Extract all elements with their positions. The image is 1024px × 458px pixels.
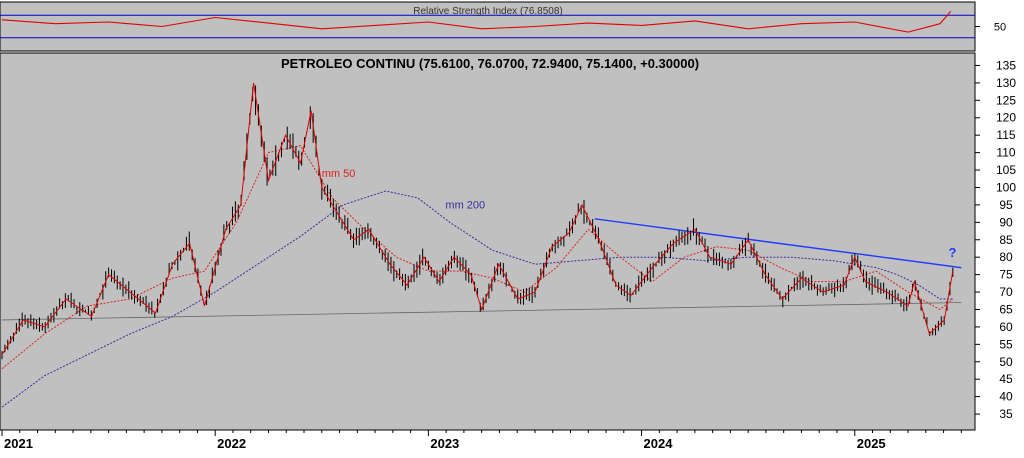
rsi-line-layer (1, 11, 952, 33)
y-tick-label: 50 (999, 355, 1013, 369)
mm50-line (1, 145, 954, 370)
main-panel (0, 52, 976, 431)
x-tick-label-2022: 2022 (217, 436, 246, 451)
x-tick-label-2021: 2021 (4, 436, 33, 451)
trendline-layer (1, 218, 962, 321)
annotation-mm50: mm 50 (322, 168, 356, 180)
y-tick-label: 65 (999, 302, 1013, 316)
x-tick-label-2025: 2025 (857, 436, 886, 451)
x-tick-label-2024: 2024 (644, 436, 674, 451)
rsi-tick-label-50: 50 (994, 22, 1006, 34)
y-tick-label: 130 (996, 76, 1016, 90)
rsi-line (1, 11, 952, 33)
x-tick-label-2023: 2023 (430, 436, 459, 451)
rsi-title: Relative Strength Index (76.8508) (413, 6, 563, 17)
y-tick-label: 60 (999, 320, 1013, 334)
main-title: PETROLEO CONTINU (75.6100, 76.0700, 72.9… (281, 56, 699, 71)
y-tick-label: 85 (999, 233, 1013, 247)
y-tick-label: 75 (999, 268, 1013, 282)
y-tick-label: 95 (999, 198, 1013, 212)
y-tick-label: 110 (996, 146, 1015, 160)
annotation-layer: mm 50 mm 200? (322, 168, 957, 260)
y-tick-label: 90 (999, 215, 1013, 229)
price-y-axis: 35 40 45 50 55 60 65 70 75 80 85 90 95 100 105 110 115 12… (975, 58, 1016, 421)
price-line (1, 82, 954, 356)
trendline-resistance (594, 218, 962, 269)
moving-average-layer (1, 145, 954, 408)
y-tick-label: 45 (999, 372, 1013, 386)
y-tick-label: 35 (999, 407, 1013, 421)
y-tick-label: 125 (996, 93, 1016, 107)
rsi-y-axis: 50 (975, 22, 1006, 34)
trendline-support (1, 302, 962, 321)
mm200-line (1, 190, 953, 408)
y-tick-label: 135 (996, 58, 1016, 72)
y-tick-label: 105 (996, 163, 1016, 177)
y-tick-label: 120 (996, 111, 1016, 125)
time-x-axis: 2021 2022 2023 2024 2025 (1, 430, 962, 451)
rsi-reference-lines (0, 14, 975, 39)
y-tick-label: 70 (999, 285, 1013, 299)
y-tick-label: 115 (996, 128, 1015, 142)
y-tick-label: 80 (999, 250, 1013, 264)
annotation-mm200: mm 200 (445, 199, 485, 211)
y-tick-label: 40 (999, 390, 1013, 404)
y-tick-label: 100 (996, 180, 1016, 194)
price-line-layer (1, 82, 954, 356)
question-mark-annotation: ? (949, 245, 957, 260)
y-tick-label: 55 (999, 337, 1013, 351)
